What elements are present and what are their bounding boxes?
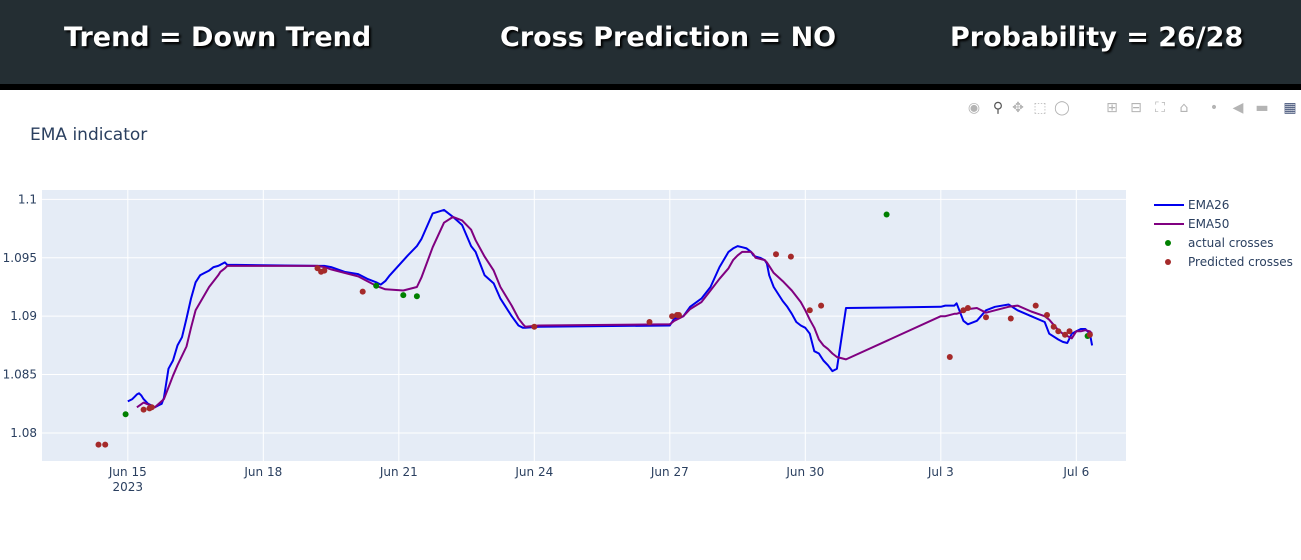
actual-cross-point[interactable] (373, 282, 380, 289)
zoom-in-icon[interactable]: ⊞ (1106, 100, 1118, 116)
hover-compare-icon[interactable]: ▬ (1255, 100, 1269, 116)
predicted-cross-point[interactable] (531, 323, 538, 330)
legend-swatch (1165, 259, 1171, 265)
predicted-cross-point[interactable] (1055, 328, 1062, 335)
predicted-cross-point[interactable] (1086, 331, 1093, 338)
camera-icon[interactable]: ◉ (967, 100, 981, 116)
zoom-icon[interactable]: ⚲ (992, 100, 1004, 116)
x-tick-label: Jun 27 (650, 465, 689, 479)
x-tick-label: Jun 30 (785, 465, 824, 479)
probability-label: Probability = 26/28 (950, 22, 1244, 53)
y-tick-label: 1.09 (10, 309, 37, 323)
predicted-cross-point[interactable] (675, 312, 682, 318)
predicted-cross-point[interactable] (1032, 302, 1039, 309)
zoom-out-icon[interactable]: ⊟ (1130, 100, 1142, 116)
predicted-cross-point[interactable] (1044, 312, 1050, 318)
predicted-cross-point[interactable] (148, 404, 155, 411)
predicted-cross-point[interactable] (646, 319, 653, 325)
predicted-cross-point[interactable] (818, 302, 825, 309)
legend-item[interactable]: Predicted crosses (1165, 255, 1293, 269)
legend-item[interactable]: EMA50 (1154, 217, 1229, 231)
actual-cross-point[interactable] (400, 292, 407, 299)
predicted-cross-point[interactable] (95, 441, 102, 448)
predicted-cross-point[interactable] (946, 354, 953, 360)
legend-label: EMA50 (1188, 217, 1229, 231)
y-tick-label: 1.095 (3, 251, 37, 265)
legend-label: Predicted crosses (1188, 255, 1293, 269)
legend: EMA26 EMA50 actual crosses Predicted crosse… (1154, 198, 1293, 269)
predicted-cross-point[interactable] (102, 441, 109, 448)
predicted-cross-point[interactable] (983, 314, 989, 321)
y-tick-label: 1.1 (18, 192, 37, 206)
x-tick-label: Jun 21 (379, 465, 418, 479)
stats-banner: Trend = Down Trend Cross Prediction = NO… (0, 0, 1301, 84)
ema50-line[interactable] (136, 215, 1093, 409)
x-tick-year-label: 2023 (113, 480, 144, 494)
plotly-logo-icon[interactable]: ▦ (1283, 100, 1297, 116)
predicted-cross-point[interactable] (1062, 331, 1068, 338)
predicted-cross-point[interactable] (1066, 328, 1073, 335)
legend-label: EMA26 (1188, 198, 1229, 212)
y-tick-label: 1.085 (3, 368, 37, 382)
x-tick-label: Jun 15 (108, 465, 147, 479)
cross-prediction-label: Cross Prediction = NO (500, 22, 837, 53)
predicted-cross-point[interactable] (140, 406, 147, 413)
legend-item[interactable]: actual crosses (1165, 236, 1274, 250)
autoscale-icon[interactable]: ⛶ (1155, 100, 1165, 116)
predicted-cross-point[interactable] (964, 305, 971, 311)
predicted-cross-point[interactable] (669, 313, 676, 320)
actual-cross-point[interactable] (883, 211, 890, 218)
x-tick-label: Jun 24 (514, 465, 553, 479)
series-lines (127, 208, 1094, 409)
x-tick-label: Jul 6 (1062, 465, 1089, 479)
hover-closest-icon[interactable]: ◀ (1232, 100, 1244, 116)
reset-axes-icon[interactable]: ⌂ (1179, 100, 1189, 116)
pan-icon[interactable]: ✥ (1012, 100, 1024, 116)
chart-title: EMA indicator (30, 125, 148, 145)
predicted-cross-point[interactable] (1050, 323, 1057, 330)
predicted-cross-point[interactable] (806, 307, 813, 314)
x-tick-label: Jul 3 (927, 465, 954, 479)
spike-lines-icon[interactable]: • (1209, 100, 1219, 116)
predicted-cross-point[interactable] (960, 307, 967, 314)
lasso-icon[interactable]: ◯ (1054, 100, 1070, 116)
banner-divider (0, 84, 1301, 90)
actual-cross-point[interactable] (122, 411, 129, 418)
legend-label: actual crosses (1188, 236, 1274, 250)
legend-swatch (1165, 240, 1171, 246)
x-tick-label: Jun 18 (243, 465, 282, 479)
predicted-cross-point[interactable] (321, 267, 328, 274)
trend-label: Trend = Down Trend (64, 22, 372, 53)
actual-cross-point[interactable] (413, 293, 420, 300)
predicted-cross-point[interactable] (787, 253, 794, 260)
legend-item[interactable]: EMA26 (1154, 198, 1229, 212)
series-markers (95, 211, 1093, 448)
predicted-cross-point[interactable] (773, 251, 779, 258)
predicted-cross-point[interactable] (359, 288, 366, 295)
box-select-icon[interactable]: ⬚ (1033, 100, 1047, 116)
predicted-cross-point[interactable] (1007, 315, 1014, 322)
y-tick-label: 1.08 (10, 426, 37, 440)
